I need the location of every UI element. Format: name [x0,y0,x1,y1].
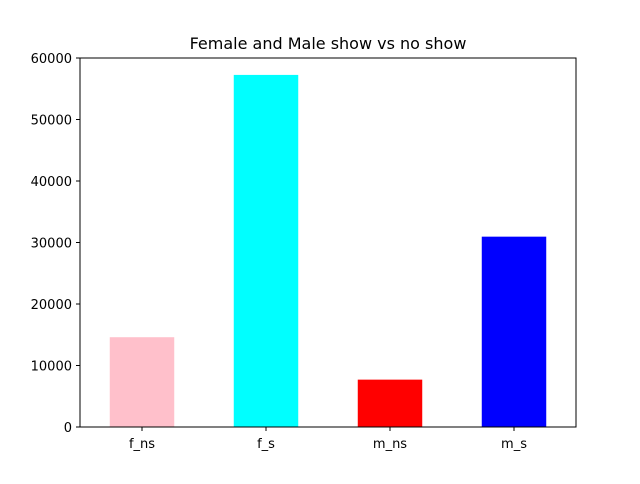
x-tick-label: m_s [501,437,527,452]
bar-f-s [233,74,299,427]
bar-m-ns [357,379,423,427]
x-tick-label: f_s [257,437,275,452]
x-tick-label: m_ns [373,437,407,452]
x-tick-label: f_ns [129,437,155,452]
bar-f-ns [109,337,175,427]
y-tick-label: 10000 [31,360,72,375]
x-axis: f_ns f_s m_ns m_s [129,427,527,452]
y-tick-label: 60000 [31,52,72,67]
bar-m-s [481,236,547,427]
y-tick-label: 20000 [31,298,72,313]
y-tick-label: 30000 [31,237,72,252]
y-tick-label: 0 [64,421,72,436]
chart-title: Female and Male show vs no show [190,34,467,53]
bars-layer [109,74,547,427]
y-axis: 0 10000 20000 30000 40000 50000 60000 [31,52,80,436]
y-tick-label: 40000 [31,175,72,190]
y-tick-label: 50000 [31,114,72,129]
plot-frame [79,57,577,428]
